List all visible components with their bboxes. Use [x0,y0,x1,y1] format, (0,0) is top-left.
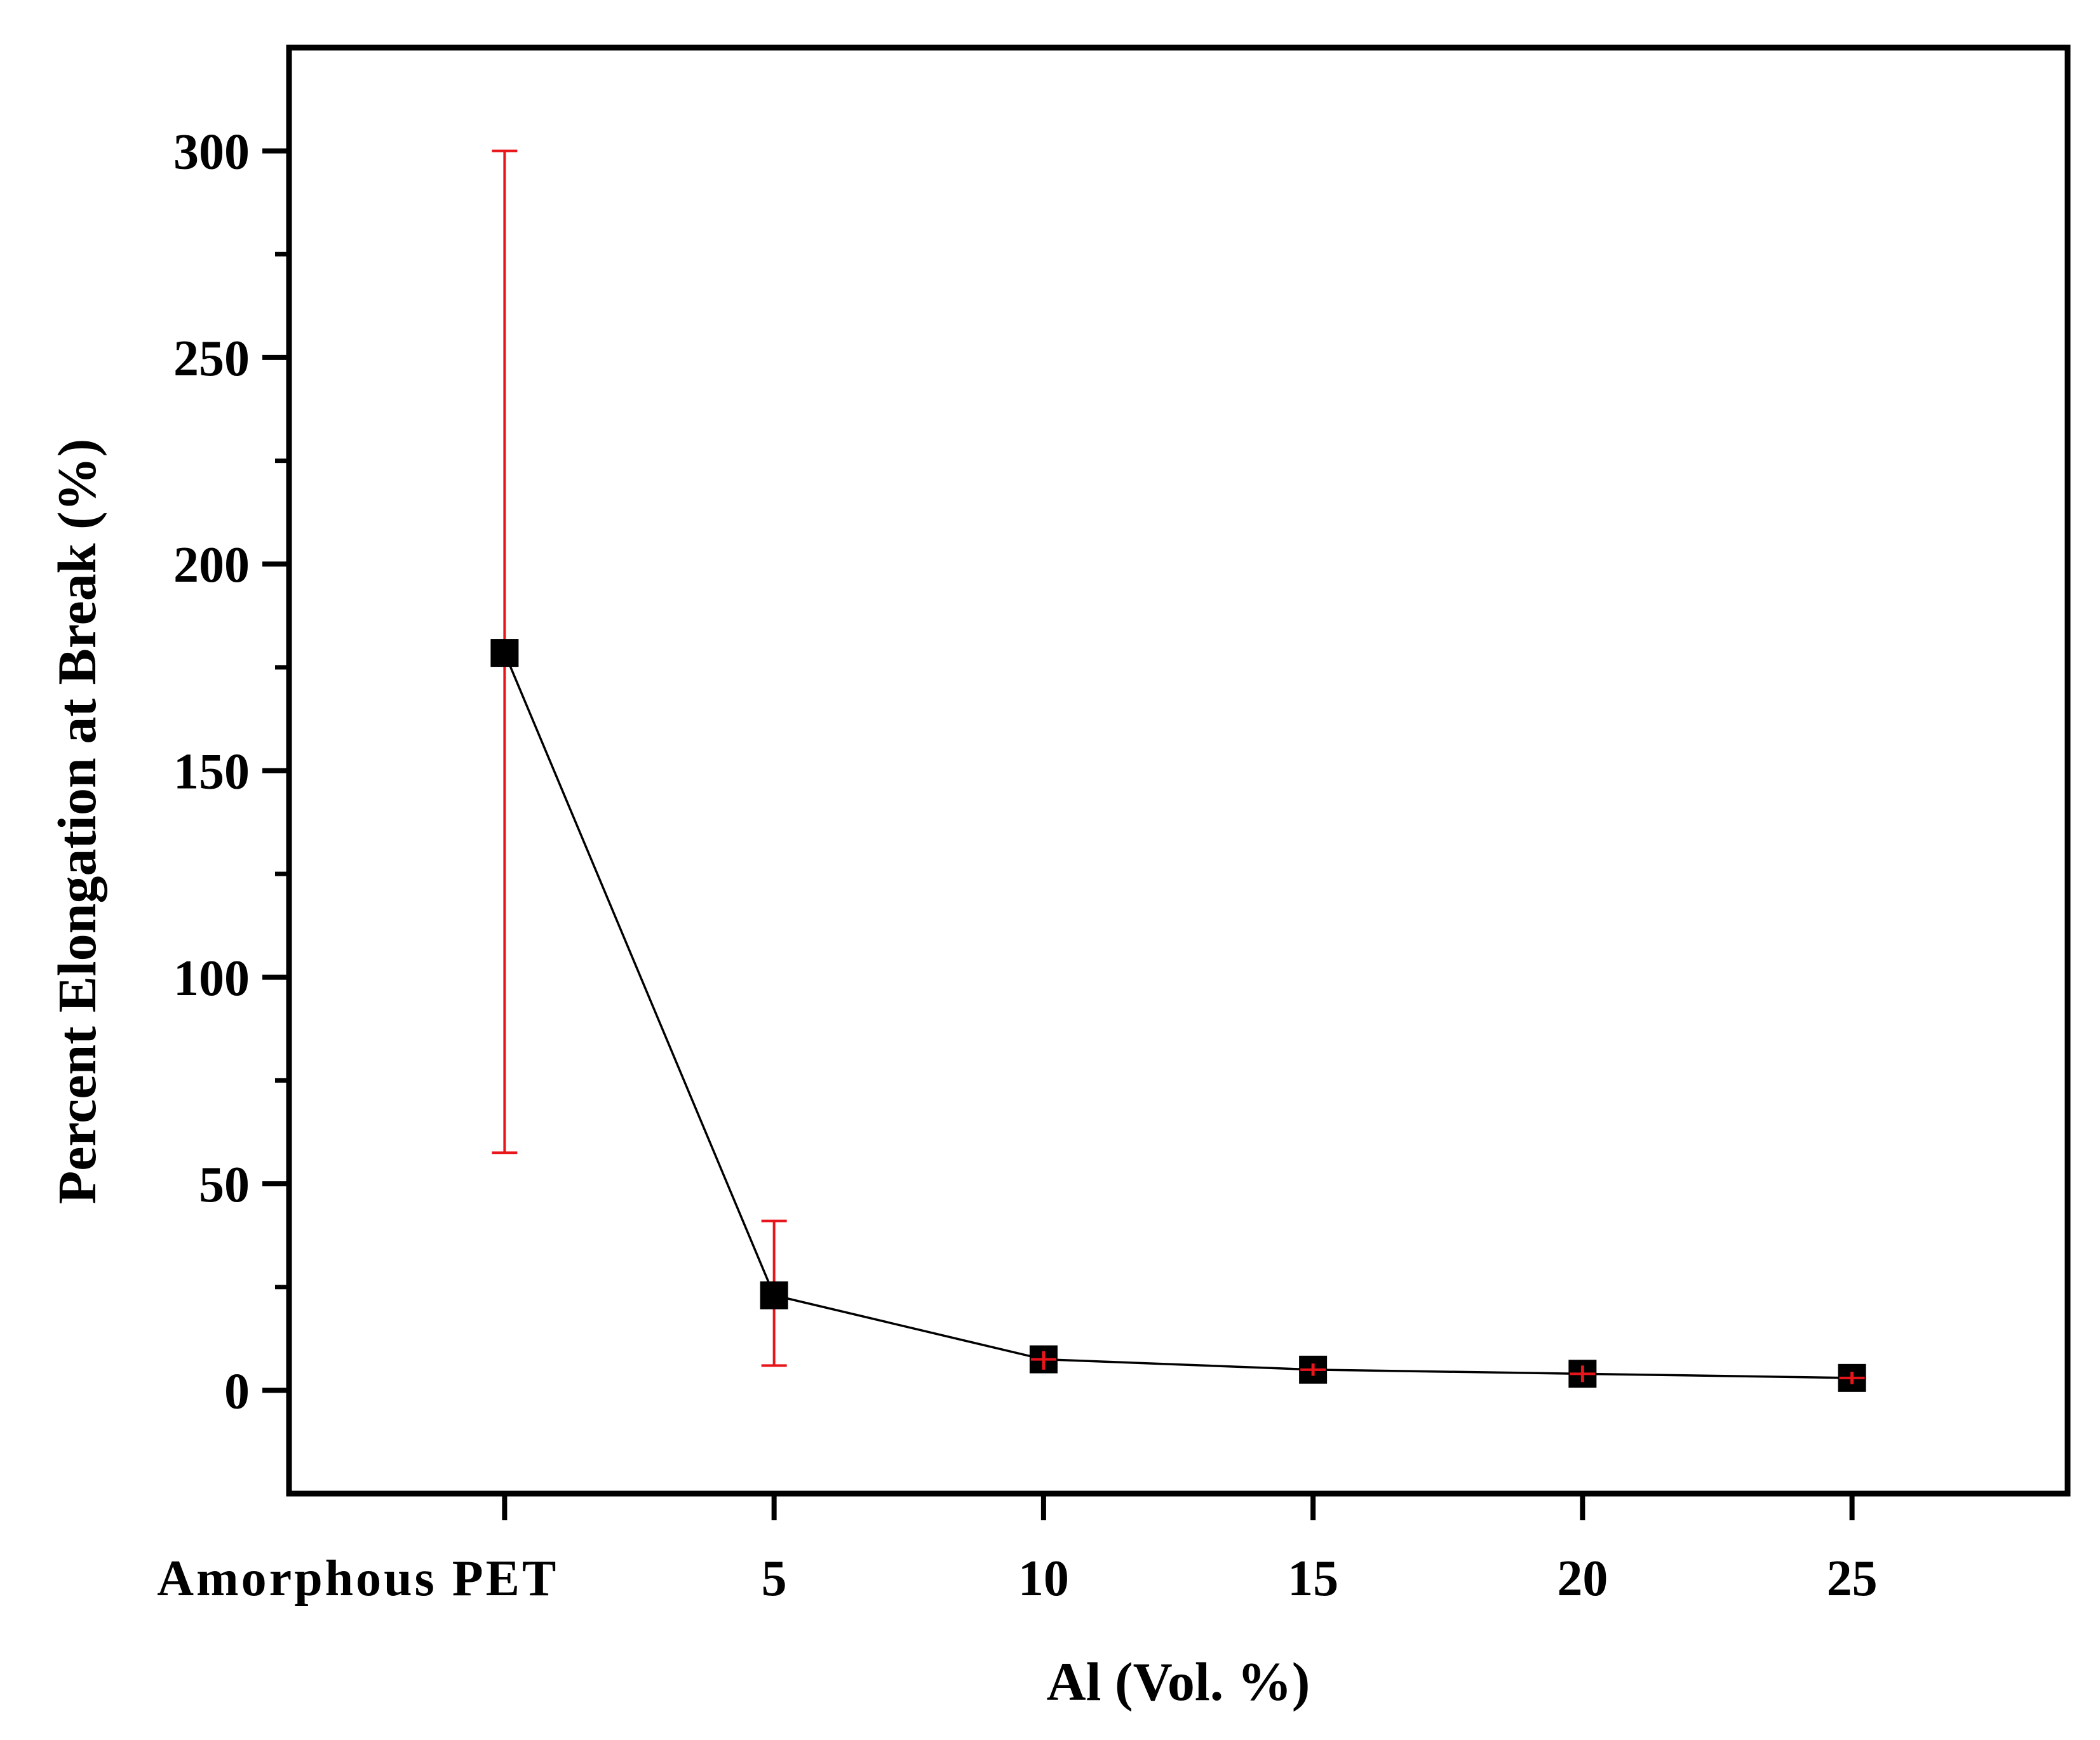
x-tick-label: 15 [1288,1551,1338,1607]
y-tick-label: 300 [173,124,250,180]
x-tick-label: Amorphous PET [157,1551,558,1607]
data-series [490,149,1866,1392]
y-tick-label: 0 [224,1363,250,1419]
y-axis-label: Percent Elongation at Break (%) [46,439,107,1204]
data-point [760,1281,788,1309]
y-tick-label: 150 [173,744,250,800]
x-tick-label: 25 [1827,1551,1878,1607]
x-tick-label: 20 [1557,1551,1608,1607]
x-axis-ticks: Amorphous PET 5 10 15 20 25 [157,1494,1878,1607]
series-line [503,652,1852,1379]
x-tick-label: 5 [762,1551,787,1607]
y-tick-label: 100 [173,951,250,1007]
y-tick-label: 200 [173,537,250,593]
x-tick-label: 10 [1018,1551,1069,1607]
y-tick-label: 50 [199,1157,250,1213]
data-point [490,639,519,667]
y-axis-ticks: 0 50 100 150 200 250 300 [173,124,289,1419]
plot-frame [286,44,2071,1497]
x-axis-label: Al (Vol. %) [1047,1651,1310,1712]
y-tick-label: 250 [173,331,250,387]
